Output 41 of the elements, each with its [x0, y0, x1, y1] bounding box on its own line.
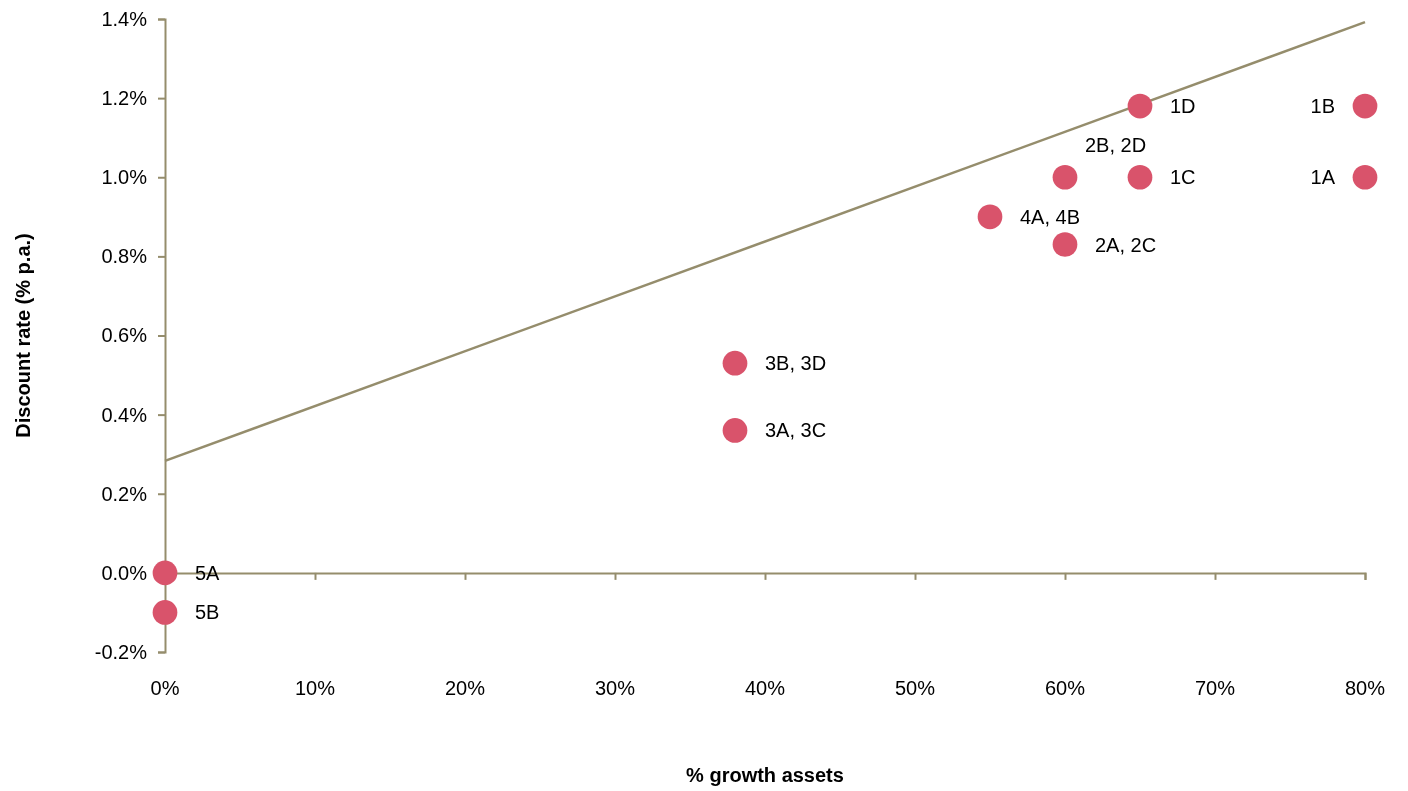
x-tick-label: 30% [594, 677, 636, 699]
y-tick-label: 1.2% [101, 87, 148, 110]
point [1352, 93, 1378, 119]
point [1127, 164, 1153, 190]
y-tick-label: 1.0% [101, 166, 148, 189]
y-tick-label: -0.2% [94, 640, 148, 663]
annotation: 1A [1310, 166, 1336, 189]
annotation: 3A, 3C [765, 419, 827, 442]
x-tick-label: 60% [1044, 677, 1086, 699]
annotation: 2A, 2C [1095, 233, 1157, 256]
y-axis-title: Discount rate (% p.a.) [12, 233, 34, 438]
x-tick-label: 40% [744, 677, 786, 699]
annotation: 1D [1170, 95, 1196, 118]
annotation: 2B, 2D [1085, 134, 1147, 157]
y-tick-label: 0.0% [101, 561, 148, 584]
x-tick-label: 80% [1344, 677, 1386, 699]
annotation: 4A, 4B [1020, 205, 1081, 228]
y-tick-label: 1.4% [101, 7, 148, 30]
point [152, 560, 178, 586]
y-tick-label: 0.2% [101, 482, 148, 505]
x-tick-label: 70% [1194, 677, 1236, 699]
annotation: 1B [1310, 95, 1335, 118]
y-tick-label: 0.4% [101, 403, 148, 426]
point [1352, 164, 1378, 190]
point [722, 418, 748, 443]
x-tick-label: 50% [894, 677, 936, 699]
x-tick-label: 10% [294, 677, 336, 699]
point [1127, 93, 1153, 119]
x-tick-label: 20% [444, 677, 486, 699]
point [1052, 232, 1078, 257]
annotation: 1C [1170, 166, 1196, 189]
y-tick-label: 0.8% [101, 245, 148, 268]
x-tick-label: 0% [150, 677, 180, 699]
point [1052, 164, 1078, 190]
annotation: 5B [195, 601, 220, 624]
y-tick-label: 0.6% [101, 324, 148, 347]
point [152, 600, 178, 625]
point [977, 204, 1003, 230]
x-axis-title: % growth assets [686, 764, 844, 786]
point [722, 350, 748, 376]
annotation: 3B, 3D [765, 352, 827, 375]
